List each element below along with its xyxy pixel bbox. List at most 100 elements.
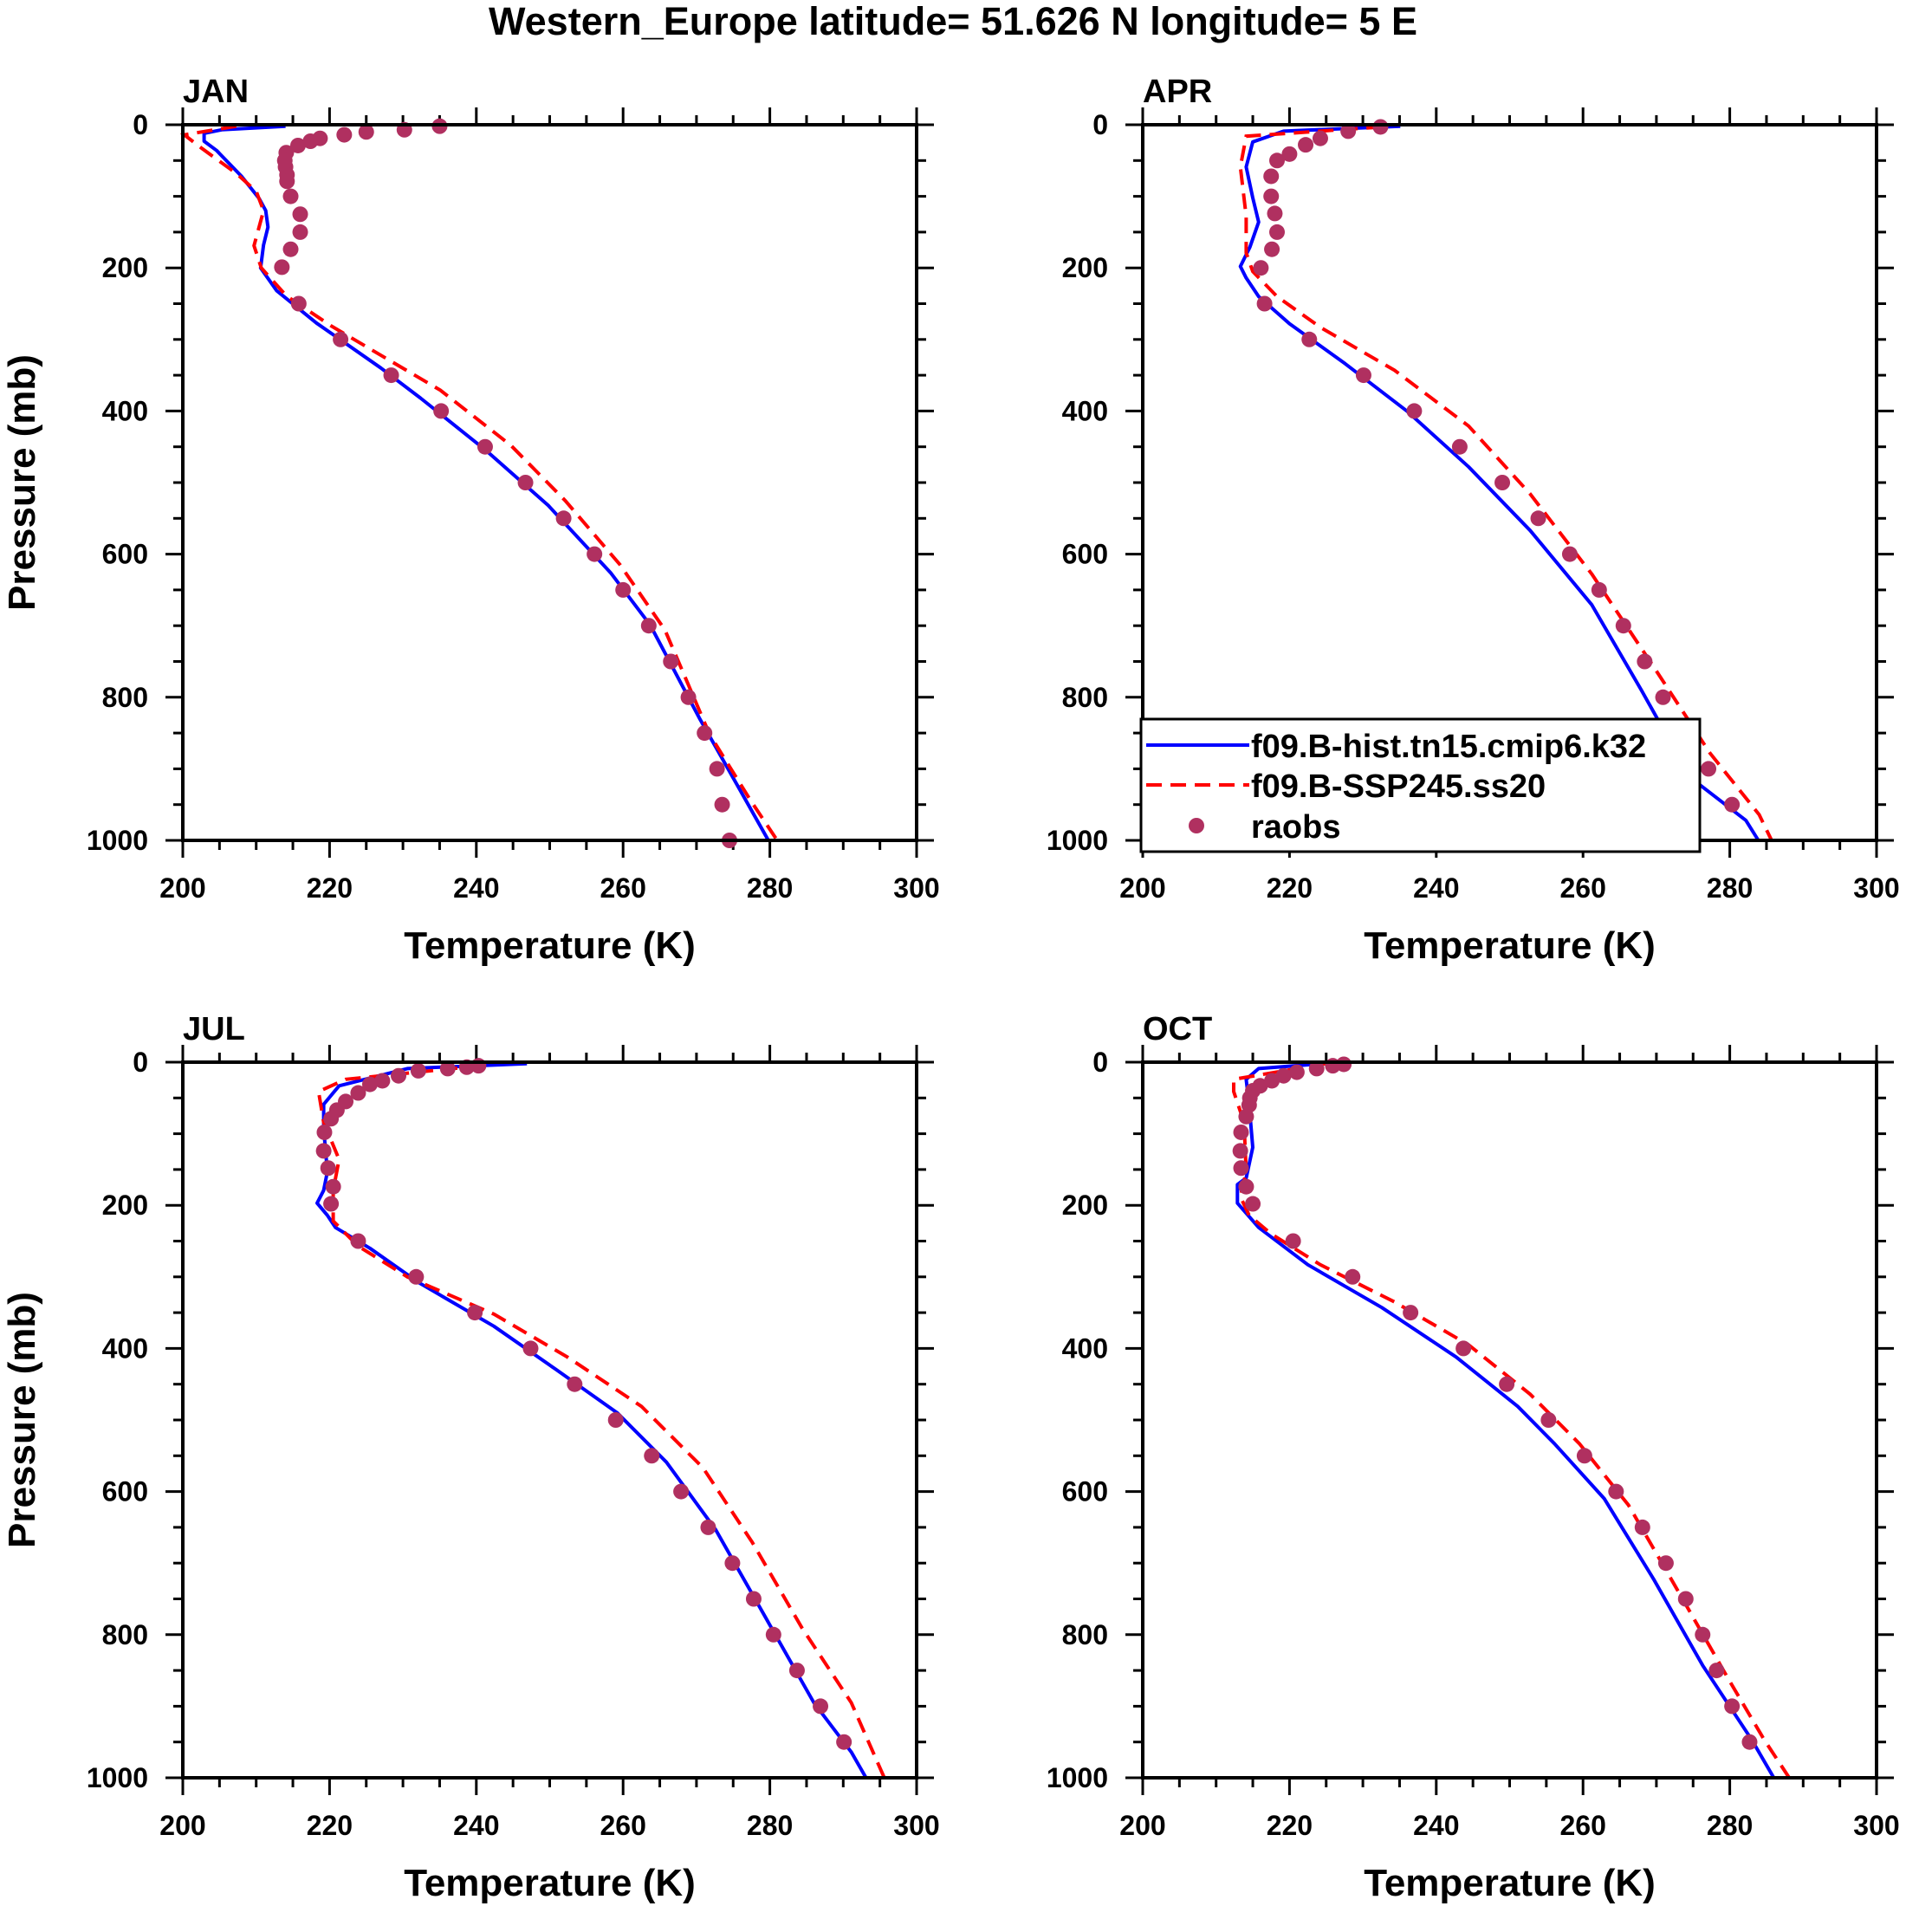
raobs-point bbox=[1634, 1519, 1650, 1535]
x-tick-label: 280 bbox=[747, 1810, 793, 1841]
raobs-point bbox=[333, 331, 349, 347]
raobs-point bbox=[1499, 1376, 1515, 1392]
raobs-point bbox=[615, 581, 632, 598]
x-tick-label: 220 bbox=[307, 872, 353, 904]
raobs-point bbox=[1708, 1663, 1725, 1679]
raobs-point bbox=[1615, 618, 1631, 634]
y-tick-label: 800 bbox=[1062, 1619, 1108, 1650]
raobs-point bbox=[680, 689, 697, 705]
raobs-point bbox=[587, 546, 603, 562]
raobs-point bbox=[640, 618, 657, 634]
x-tick-label: 300 bbox=[893, 872, 939, 904]
x-tick-label: 200 bbox=[159, 1810, 205, 1841]
raobs-point bbox=[644, 1448, 660, 1464]
y-tick-label: 400 bbox=[1062, 395, 1108, 426]
panel-jan: JAN 200 220 240 260 280 300 0 200 400 600 800 1000 Te… bbox=[1, 74, 940, 967]
x-tick-label: 260 bbox=[1560, 1810, 1606, 1841]
raobs-point bbox=[290, 295, 307, 312]
raobs-point bbox=[1263, 168, 1280, 185]
y-tick-label: 1000 bbox=[1047, 1762, 1108, 1793]
x-tick-label: 200 bbox=[159, 872, 205, 904]
raobs-point bbox=[724, 1555, 741, 1572]
raobs-point bbox=[522, 1340, 539, 1357]
y-tick-label: 200 bbox=[1062, 1190, 1108, 1221]
raobs-point bbox=[813, 1698, 829, 1715]
y-tick-label: 400 bbox=[102, 1332, 148, 1364]
raobs-point bbox=[1238, 1178, 1254, 1195]
raobs-point bbox=[1301, 331, 1318, 347]
raobs-point bbox=[517, 475, 534, 490]
y-tick-label: 200 bbox=[1062, 252, 1108, 283]
raobs-point bbox=[745, 1591, 762, 1607]
y-tick-label: 0 bbox=[1092, 109, 1108, 140]
raobs-point bbox=[673, 1483, 690, 1500]
plot-frame bbox=[181, 123, 918, 842]
series-line-ssp245 bbox=[179, 124, 779, 842]
raobs-point bbox=[1451, 438, 1468, 455]
raobs-point bbox=[1591, 581, 1607, 598]
y-tick-label: 0 bbox=[1092, 1047, 1108, 1078]
y-tick-label: 600 bbox=[102, 539, 148, 570]
y-tick-label: 1000 bbox=[87, 1762, 148, 1793]
raobs-point bbox=[1724, 1698, 1741, 1715]
raobs-point bbox=[1677, 1591, 1694, 1607]
raobs-point bbox=[555, 510, 572, 527]
x-tick-label: 200 bbox=[1119, 1810, 1165, 1841]
raobs-point bbox=[1298, 137, 1314, 153]
raobs-point bbox=[1256, 295, 1273, 312]
raobs-point bbox=[274, 259, 290, 276]
panel-label: APR bbox=[1143, 74, 1212, 110]
series-line-hist bbox=[1235, 1061, 1776, 1780]
raobs-point bbox=[1530, 510, 1546, 527]
raobs-point bbox=[1695, 1626, 1711, 1643]
raobs-point bbox=[315, 1143, 332, 1159]
raobs-point bbox=[383, 367, 399, 384]
x-tick-label: 280 bbox=[747, 872, 793, 904]
x-tick-label: 280 bbox=[1707, 872, 1753, 904]
raobs-point bbox=[607, 1412, 624, 1428]
x-tick-label: 260 bbox=[1560, 872, 1606, 904]
raobs-point bbox=[1608, 1483, 1624, 1500]
raobs-point bbox=[439, 1060, 456, 1077]
legend-label: f09.B-hist.tn15.cmip6.k32 bbox=[1251, 729, 1646, 765]
series-line-hist bbox=[1238, 124, 1760, 842]
raobs-point bbox=[1576, 1448, 1592, 1464]
raobs-point bbox=[1540, 1412, 1557, 1428]
y-tick-label: 200 bbox=[102, 252, 148, 283]
y-tick-label: 200 bbox=[102, 1190, 148, 1221]
raobs-point bbox=[1724, 796, 1741, 813]
x-tick-label: 300 bbox=[893, 1810, 939, 1841]
raobs-point bbox=[1701, 761, 1717, 777]
x-tick-label: 300 bbox=[1853, 1810, 1899, 1841]
raobs-point bbox=[408, 1268, 425, 1285]
raobs-point bbox=[714, 796, 730, 813]
raobs-point bbox=[323, 1111, 340, 1127]
y-tick-label: 400 bbox=[102, 395, 148, 426]
raobs-point bbox=[350, 1233, 366, 1249]
series-line-hist bbox=[202, 124, 770, 841]
raobs-point bbox=[361, 1076, 378, 1092]
x-tick-label: 260 bbox=[600, 1810, 646, 1841]
y-tick-label: 800 bbox=[102, 1619, 148, 1650]
x-tick-label: 300 bbox=[1853, 872, 1899, 904]
x-tick-label: 280 bbox=[1707, 1810, 1753, 1841]
raobs-point bbox=[1275, 1067, 1292, 1084]
x-tick-label: 260 bbox=[600, 872, 646, 904]
raobs-point bbox=[350, 1085, 366, 1101]
raobs-point bbox=[1288, 1064, 1305, 1080]
y-axis-label: Pressure (mb) bbox=[1, 1292, 43, 1548]
raobs-point bbox=[765, 1626, 781, 1643]
x-tick-label: 240 bbox=[1413, 872, 1459, 904]
raobs-point bbox=[316, 1124, 333, 1140]
x-tick-label: 240 bbox=[453, 1810, 499, 1841]
legend-marker-raobs-icon bbox=[1189, 818, 1204, 833]
raobs-point bbox=[697, 725, 713, 742]
raobs-point bbox=[358, 124, 374, 140]
y-tick-label: 0 bbox=[133, 1047, 148, 1078]
panel-apr: APR 200 220 240 260 280 300 0 200 400 600 800 1000 Te… bbox=[1047, 74, 1900, 967]
raobs-point bbox=[467, 1305, 483, 1321]
panel-label: JAN bbox=[183, 74, 249, 110]
x-tick-label: 200 bbox=[1119, 872, 1165, 904]
raobs-point bbox=[476, 438, 493, 455]
panel-label: OCT bbox=[1143, 1011, 1212, 1047]
